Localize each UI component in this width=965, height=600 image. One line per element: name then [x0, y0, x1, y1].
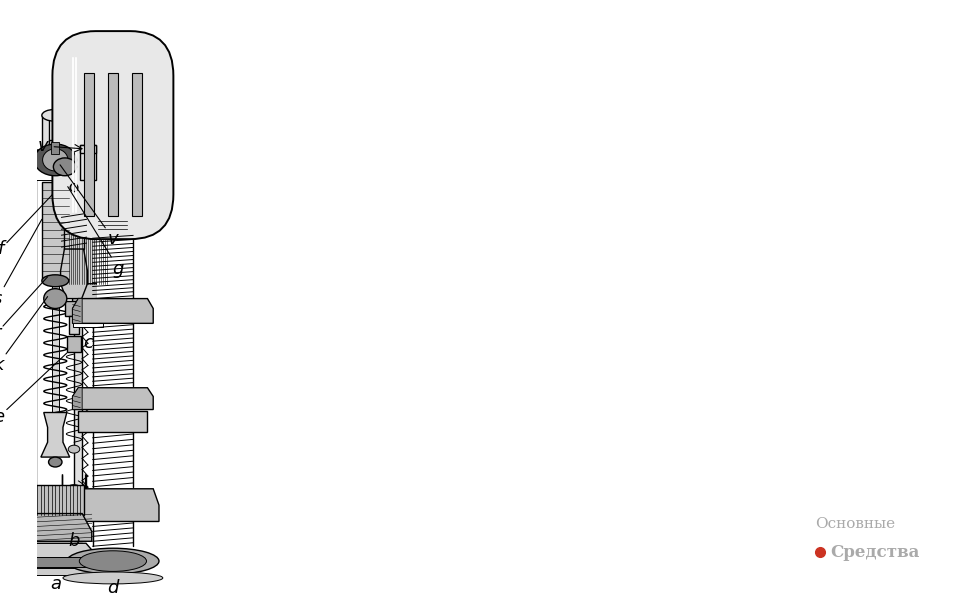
- Polygon shape: [72, 388, 82, 410]
- Bar: [80, 145, 85, 180]
- Bar: [91, 145, 96, 180]
- FancyBboxPatch shape: [52, 31, 174, 239]
- Text: m: m: [0, 599, 1, 600]
- Ellipse shape: [41, 275, 69, 287]
- Bar: [108, 73, 118, 217]
- Ellipse shape: [34, 144, 76, 176]
- Bar: [84, 73, 95, 217]
- Text: k: k: [0, 296, 47, 374]
- Bar: [69, 190, 107, 284]
- Bar: [96, 323, 129, 386]
- Bar: [68, 336, 81, 352]
- Bar: [41, 182, 69, 279]
- Ellipse shape: [67, 548, 159, 574]
- Bar: [10, 557, 101, 567]
- Polygon shape: [72, 299, 82, 323]
- Bar: [48, 140, 62, 150]
- Bar: [26, 485, 84, 515]
- Bar: [72, 305, 103, 328]
- Text: b: b: [69, 532, 80, 550]
- Polygon shape: [72, 388, 153, 410]
- Ellipse shape: [42, 149, 68, 171]
- Ellipse shape: [80, 299, 96, 311]
- Text: v: v: [60, 165, 119, 248]
- Ellipse shape: [79, 551, 147, 571]
- Polygon shape: [41, 413, 69, 457]
- Bar: [10, 568, 101, 575]
- Polygon shape: [72, 299, 153, 323]
- Bar: [96, 433, 129, 487]
- Ellipse shape: [43, 289, 67, 308]
- Bar: [74, 180, 82, 541]
- Polygon shape: [67, 489, 159, 521]
- Text: c: c: [83, 334, 93, 352]
- Polygon shape: [18, 150, 92, 180]
- Text: g: g: [68, 187, 124, 278]
- Bar: [34, 150, 76, 180]
- Bar: [41, 115, 48, 150]
- Text: s: s: [0, 220, 41, 308]
- Text: e: e: [0, 353, 67, 427]
- Bar: [96, 234, 129, 299]
- Ellipse shape: [69, 445, 80, 453]
- Polygon shape: [18, 514, 92, 541]
- Bar: [80, 145, 96, 153]
- Ellipse shape: [48, 457, 62, 467]
- Text: f: f: [0, 194, 52, 258]
- Text: v: v: [38, 137, 82, 155]
- Bar: [66, 301, 83, 316]
- Text: Средства: Средства: [830, 544, 920, 560]
- Bar: [96, 521, 129, 546]
- Bar: [62, 115, 69, 150]
- Text: d: d: [107, 579, 119, 597]
- Ellipse shape: [63, 572, 163, 584]
- Bar: [51, 142, 59, 154]
- Ellipse shape: [41, 109, 69, 121]
- Polygon shape: [78, 410, 148, 433]
- Text: a: a: [50, 575, 61, 593]
- Text: r: r: [0, 277, 47, 342]
- Bar: [28, 180, 36, 541]
- Text: Основные: Основные: [814, 517, 895, 532]
- Bar: [131, 73, 142, 217]
- Polygon shape: [69, 284, 107, 305]
- Polygon shape: [10, 543, 101, 561]
- Ellipse shape: [53, 158, 76, 176]
- Polygon shape: [78, 180, 97, 191]
- Ellipse shape: [70, 184, 78, 191]
- Bar: [52, 145, 59, 437]
- Polygon shape: [61, 249, 88, 299]
- Bar: [69, 316, 79, 334]
- Bar: [65, 209, 84, 249]
